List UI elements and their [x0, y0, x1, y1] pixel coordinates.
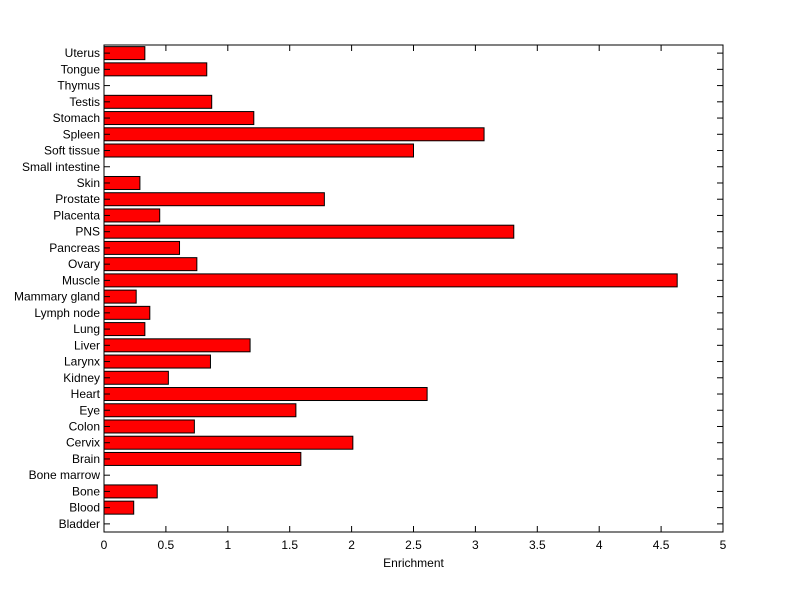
- x-tick-label: 1: [224, 538, 231, 552]
- x-tick-label: 4: [596, 538, 603, 552]
- bar-placenta: [103, 208, 161, 223]
- x-tick-label: 3.5: [529, 538, 546, 552]
- y-tick-label: Placenta: [53, 208, 100, 222]
- x-tick-label: 2.5: [405, 538, 422, 552]
- y-tick-label: Larynx: [64, 355, 100, 369]
- y-tick-label: Lymph node: [34, 306, 100, 320]
- plot-area: [103, 44, 724, 533]
- bar-uterus: [103, 46, 146, 61]
- bar-pancreas: [103, 240, 181, 255]
- bar-larynx: [103, 354, 211, 369]
- x-axis-label: Enrichment: [383, 556, 444, 570]
- y-tick-label: Small intestine: [22, 160, 100, 174]
- y-tick-label: PNS: [75, 225, 100, 239]
- bar-testis: [103, 94, 213, 109]
- y-tick-label: Brain: [72, 452, 100, 466]
- x-tick-label: 3: [472, 538, 479, 552]
- y-tick-label: Lung: [73, 322, 100, 336]
- y-tick-label: Ovary: [68, 257, 100, 271]
- y-tick-label: Mammary gland: [14, 290, 100, 304]
- x-tick-label: 4.5: [653, 538, 670, 552]
- bar-pns: [103, 224, 515, 239]
- y-tick-label: Pancreas: [49, 241, 100, 255]
- bar-colon: [103, 419, 195, 434]
- bar-lymph-node: [103, 305, 151, 320]
- bar-heart: [103, 387, 428, 402]
- bar-bone: [103, 484, 158, 499]
- bar-liver: [103, 338, 251, 353]
- x-tick-label: 1.5: [281, 538, 298, 552]
- y-tick-label: Kidney: [63, 371, 100, 385]
- y-tick-label: Uterus: [65, 46, 100, 60]
- x-tick-label: 0.5: [158, 538, 175, 552]
- x-tick-label: 2: [348, 538, 355, 552]
- bar-soft-tissue: [103, 143, 414, 158]
- bar-prostate: [103, 192, 325, 207]
- y-tick-label: Skin: [77, 176, 100, 190]
- y-tick-label: Muscle: [62, 273, 100, 287]
- y-tick-label: Stomach: [53, 111, 100, 125]
- y-tick-label: Bladder: [59, 517, 100, 531]
- bar-stomach: [103, 111, 255, 126]
- bar-muscle: [103, 273, 678, 288]
- y-tick-label: Spleen: [63, 127, 100, 141]
- y-tick-label: Soft tissue: [44, 144, 100, 158]
- bar-brain: [103, 451, 302, 466]
- y-tick-label: Liver: [74, 338, 100, 352]
- x-tick-label: 0: [101, 538, 108, 552]
- bar-lung: [103, 322, 146, 337]
- y-tick-label: Colon: [69, 419, 100, 433]
- y-tick-label: Eye: [79, 403, 100, 417]
- y-tick-label: Bone: [72, 484, 100, 498]
- y-tick-label: Thymus: [57, 79, 100, 93]
- bar-eye: [103, 403, 297, 418]
- y-tick-label: Blood: [69, 501, 100, 515]
- x-tick-label: 5: [720, 538, 727, 552]
- y-tick-label: Prostate: [55, 192, 100, 206]
- bar-spleen: [103, 127, 485, 142]
- y-tick-label: Tongue: [61, 62, 101, 76]
- bar-tongue: [103, 62, 208, 77]
- bar-kidney: [103, 370, 169, 385]
- y-tick-label: Cervix: [66, 436, 100, 450]
- bar-ovary: [103, 257, 198, 272]
- y-tick-label: Testis: [69, 95, 100, 109]
- bar-cervix: [103, 435, 354, 450]
- y-tick-label: Heart: [71, 387, 101, 401]
- y-tick-label: Bone marrow: [29, 468, 101, 482]
